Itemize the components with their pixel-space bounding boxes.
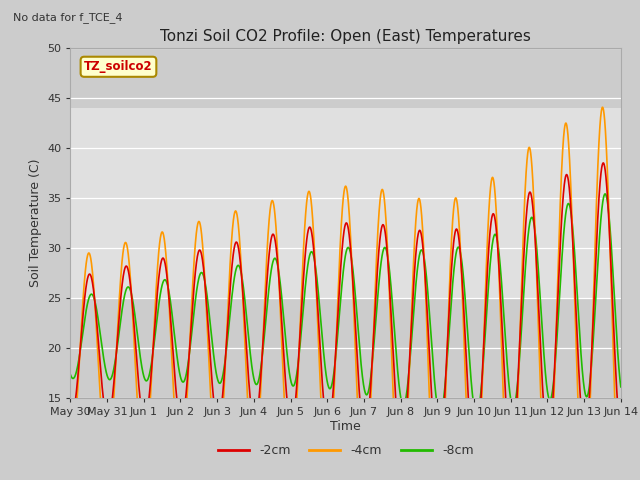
Text: No data for f_TCE_4: No data for f_TCE_4 [13,12,122,23]
Bar [70,108,621,298]
Title: Tonzi Soil CO2 Profile: Open (East) Temperatures: Tonzi Soil CO2 Profile: Open (East) Temp… [160,29,531,44]
Legend: -2cm, -4cm, -8cm: -2cm, -4cm, -8cm [212,439,479,462]
X-axis label: Time: Time [330,420,361,433]
Y-axis label: Soil Temperature (C): Soil Temperature (C) [29,159,42,288]
Text: TZ_soilco2: TZ_soilco2 [84,60,153,73]
